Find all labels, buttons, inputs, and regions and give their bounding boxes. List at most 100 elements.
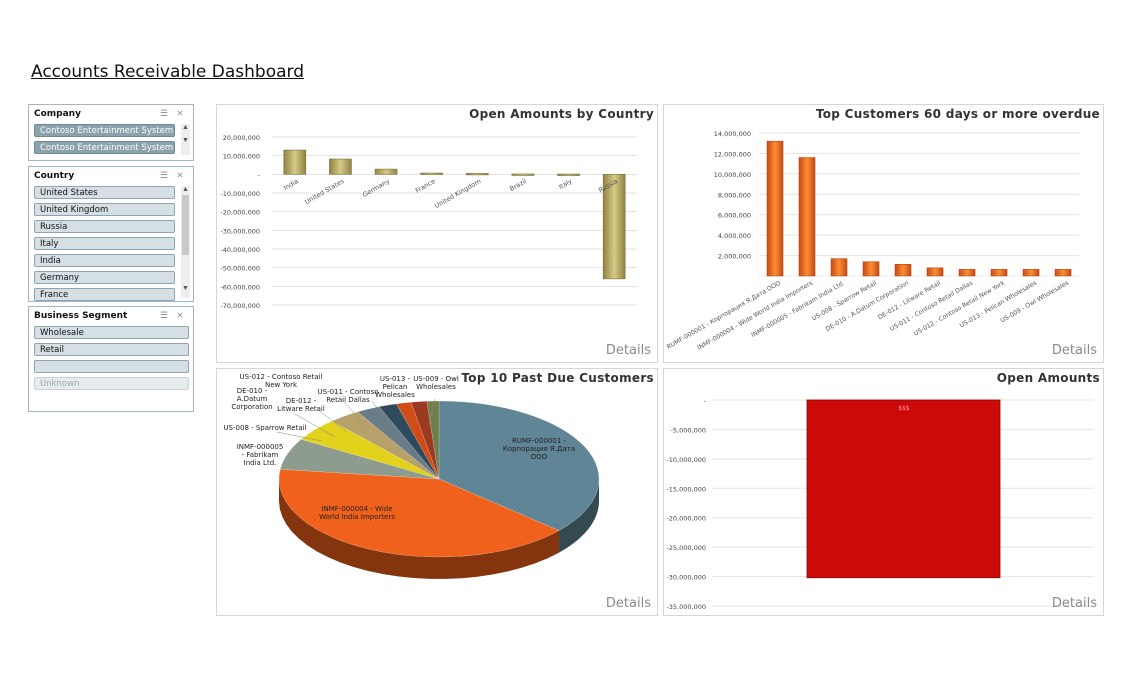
panel-title: Open Amounts	[996, 371, 1100, 385]
bar	[806, 399, 1001, 579]
bar	[283, 149, 307, 175]
y-tick-label: -5,000,000	[671, 426, 706, 434]
x-tick-label: France	[414, 177, 437, 195]
pie-slice	[438, 400, 600, 531]
scroll-down-icon[interactable]: ▼	[182, 285, 189, 292]
pastdue-pie-chart: RUMF-000001 -Корпорация Я.Дата ООО INMF-00…	[223, 373, 600, 579]
pie-label: US-009 - Owl Wholesales	[413, 375, 459, 391]
country-slicer-title: Country	[34, 171, 75, 181]
y-tick-label: 6,000,000	[718, 212, 751, 220]
y-tick-label: -60,000,000	[220, 283, 260, 291]
y-tick-label: -	[258, 171, 261, 179]
y-tick-label: -40,000,000	[220, 246, 260, 254]
pie-slice	[410, 400, 440, 480]
slicer-item[interactable]: Retail	[34, 343, 189, 356]
segment-slicer: Business Segment ☰ ⨯ Wholesale Retail Un…	[28, 306, 194, 412]
slicer-item[interactable]: United States	[34, 186, 175, 199]
y-tick-label: -50,000,000	[220, 265, 260, 273]
pie-slice	[357, 406, 440, 480]
bar	[926, 267, 944, 277]
bar	[894, 264, 912, 277]
slicer-item[interactable]: Wholesale	[34, 326, 189, 339]
slicer-item[interactable]	[34, 360, 189, 373]
leader-line	[316, 408, 348, 433]
details-link[interactable]: Details	[605, 343, 651, 358]
x-tick-label: United Kingdom	[433, 177, 482, 210]
details-link[interactable]: Details	[1051, 596, 1097, 611]
clear-filter-icon[interactable]: ⨯	[176, 170, 184, 180]
segment-slicer-title: Business Segment	[34, 311, 128, 321]
pie-slice	[300, 420, 440, 480]
y-tick-label: -15,000,000	[666, 485, 706, 493]
slicer-item[interactable]: Russia	[34, 220, 175, 233]
bar	[466, 173, 489, 176]
slicer-item[interactable]: United Kingdom	[34, 203, 175, 216]
slicer-item[interactable]: Unknown	[34, 377, 189, 390]
x-tick-label: Brazil	[508, 177, 528, 193]
open-amounts-panel: Open Amounts - -5,000,000 -10,000,000 -15,0…	[663, 368, 1104, 616]
open-amounts-bar-chart: - -5,000,000 -10,000,000 -15,000,000 -20,000…	[666, 397, 1094, 611]
clear-filter-icon[interactable]: ⨯	[176, 310, 184, 320]
clear-filter-icon[interactable]: ⨯	[176, 108, 184, 118]
leader-line	[294, 413, 336, 438]
pie-slice	[395, 401, 440, 480]
segment-slicer-header: Business Segment ☰ ⨯	[29, 307, 193, 325]
bar	[798, 157, 816, 277]
scroll-thumb[interactable]	[182, 195, 189, 255]
scroll-up-icon[interactable]: ▲	[182, 124, 189, 131]
bar	[1054, 269, 1072, 277]
bar	[1022, 269, 1040, 277]
slicer-item[interactable]: Germany	[34, 271, 175, 284]
y-tick-label: 10,000,000	[223, 153, 260, 161]
bar	[602, 174, 626, 280]
leader-line	[428, 398, 436, 426]
bar	[374, 168, 398, 175]
pie-slice	[378, 403, 440, 480]
leader-line	[276, 431, 323, 442]
company-slicer-header: Company ☰ ⨯	[29, 105, 193, 123]
x-tick-label: India	[282, 177, 300, 192]
panel-title: Top Customers 60 days or more overdue	[815, 107, 1100, 121]
y-tick-label: -10,000,000	[220, 190, 260, 198]
pie-label: DE-012 -Litware Retail	[277, 397, 325, 413]
bar	[990, 269, 1008, 277]
overdue-bar-chart: 14,000,000 12,000,000 10,000,000 8,000,000 6…	[666, 130, 1079, 352]
slicer-item[interactable]: Italy	[34, 237, 175, 250]
overdue-chart-panel: Top Customers 60 days or more overdue 14…	[663, 104, 1104, 363]
country-slicer: Country ☰ ⨯ United States United Kingdom…	[28, 166, 194, 302]
x-tick-label: RUMF-000001 - Корпорация Я.Дата ООО	[666, 280, 782, 351]
pie-slice-side	[279, 479, 560, 579]
scroll-up-icon[interactable]: ▲	[182, 186, 189, 193]
company-scrollbar[interactable]: ▲ ▼	[181, 124, 190, 155]
pie-label: INMF-000005- Fabrikam India Ltd.	[237, 443, 284, 467]
bar	[420, 172, 443, 175]
y-tick-label: -30,000,000	[220, 227, 260, 235]
y-tick-label: 2,000,000	[718, 253, 751, 261]
y-tick-label: 20,000,000	[223, 134, 260, 142]
slicer-item[interactable]: Contoso Entertainment System ...	[34, 141, 175, 154]
multi-select-icon[interactable]: ☰	[159, 310, 169, 320]
y-tick-label: -20,000,000	[666, 515, 706, 523]
y-tick-label: -20,000,000	[220, 209, 260, 217]
slicer-item[interactable]: France	[34, 288, 175, 301]
bar	[958, 269, 976, 277]
multi-select-icon[interactable]: ☰	[159, 108, 169, 118]
slicer-item[interactable]: Contoso Entertainment System ...	[34, 124, 175, 137]
multi-select-icon[interactable]: ☰	[159, 170, 169, 180]
details-link[interactable]: Details	[605, 596, 651, 611]
pie-slice	[279, 439, 440, 480]
bar	[511, 173, 535, 176]
scroll-down-icon[interactable]: ▼	[182, 137, 189, 144]
y-tick-label: 12,000,000	[714, 150, 751, 158]
pie-label: RUMF-000001 -Корпорация Я.Дата ООО	[503, 437, 575, 461]
pie-label: US-012 - Contoso Retail New York	[240, 373, 323, 389]
company-slicer: Company ☰ ⨯ Contoso Entertainment System…	[28, 104, 194, 161]
pie-label: US-011 - Contoso Retail Dallas	[318, 388, 379, 404]
slicer-item[interactable]: India	[34, 254, 175, 267]
details-link[interactable]: Details	[1051, 343, 1097, 358]
x-tick-label: Germany	[361, 177, 391, 199]
panel-title: Top 10 Past Due Customers	[461, 371, 654, 385]
x-tick-label: United States	[303, 177, 346, 206]
pie-slice	[331, 411, 440, 480]
country-scrollbar[interactable]: ▲ ▼	[181, 186, 190, 298]
